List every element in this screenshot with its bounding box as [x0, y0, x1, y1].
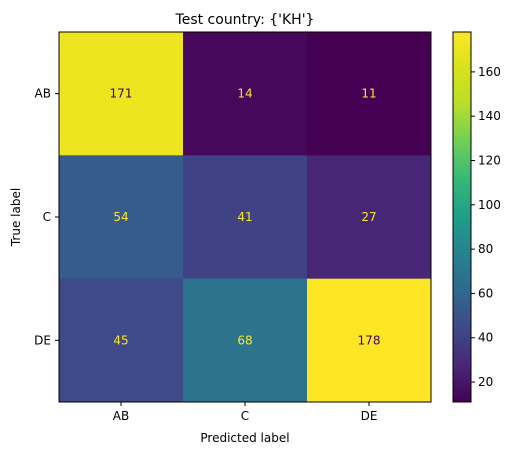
heatmap-cell — [307, 32, 432, 156]
heatmap-cells — [59, 32, 432, 403]
heatmap-cell — [183, 278, 308, 403]
cell-value-label: 68 — [237, 333, 252, 347]
heatmap-cell — [307, 155, 432, 280]
colorbar-ticks: 20 40 60 80 100 120 140 160 — [471, 65, 501, 389]
cell-value-label: 14 — [237, 87, 252, 101]
colorbar-tick-label: 20 — [478, 375, 493, 389]
y-tick-label: DE — [34, 333, 51, 347]
colorbar — [452, 31, 472, 403]
y-axis-label: True label — [9, 188, 23, 247]
colorbar-tick-label: 120 — [478, 154, 501, 168]
x-tick-label: AB — [113, 409, 129, 423]
y-tick-label: C — [43, 210, 51, 224]
heatmap-cell — [183, 155, 308, 280]
y-tick-label: AB — [35, 87, 51, 101]
cell-value-label: 45 — [113, 333, 128, 347]
x-axis-ticks: AB C DE — [113, 402, 378, 423]
x-tick-label: C — [241, 409, 249, 423]
heatmap-cell — [59, 32, 184, 156]
cell-value-label: 41 — [237, 210, 252, 224]
heatmap-cell — [183, 32, 308, 156]
colorbar-tick-label: 60 — [478, 286, 493, 300]
heatmap-cell — [307, 278, 432, 403]
colorbar-tick-label: 40 — [478, 331, 493, 345]
heatmap-cell-labels: 171 14 11 54 41 27 45 68 178 — [110, 87, 381, 348]
heatmap-cell — [59, 155, 184, 280]
cell-value-label: 11 — [361, 87, 376, 101]
y-axis-ticks: AB C DE — [34, 87, 59, 347]
cell-value-label: 171 — [110, 87, 133, 101]
heatmap-cell — [59, 278, 184, 403]
cell-value-label: 54 — [113, 210, 128, 224]
colorbar-tick-label: 80 — [478, 242, 493, 256]
chart-title: Test country: {'KH'} — [175, 12, 315, 28]
cell-value-label: 27 — [361, 210, 376, 224]
colorbar-tick-label: 100 — [478, 198, 501, 212]
x-tick-label: DE — [361, 409, 378, 423]
colorbar-tick-label: 160 — [478, 65, 501, 79]
cell-value-label: 178 — [358, 333, 381, 347]
colorbar-tick-label: 140 — [478, 109, 501, 123]
x-axis-label: Predicted label — [200, 431, 289, 445]
